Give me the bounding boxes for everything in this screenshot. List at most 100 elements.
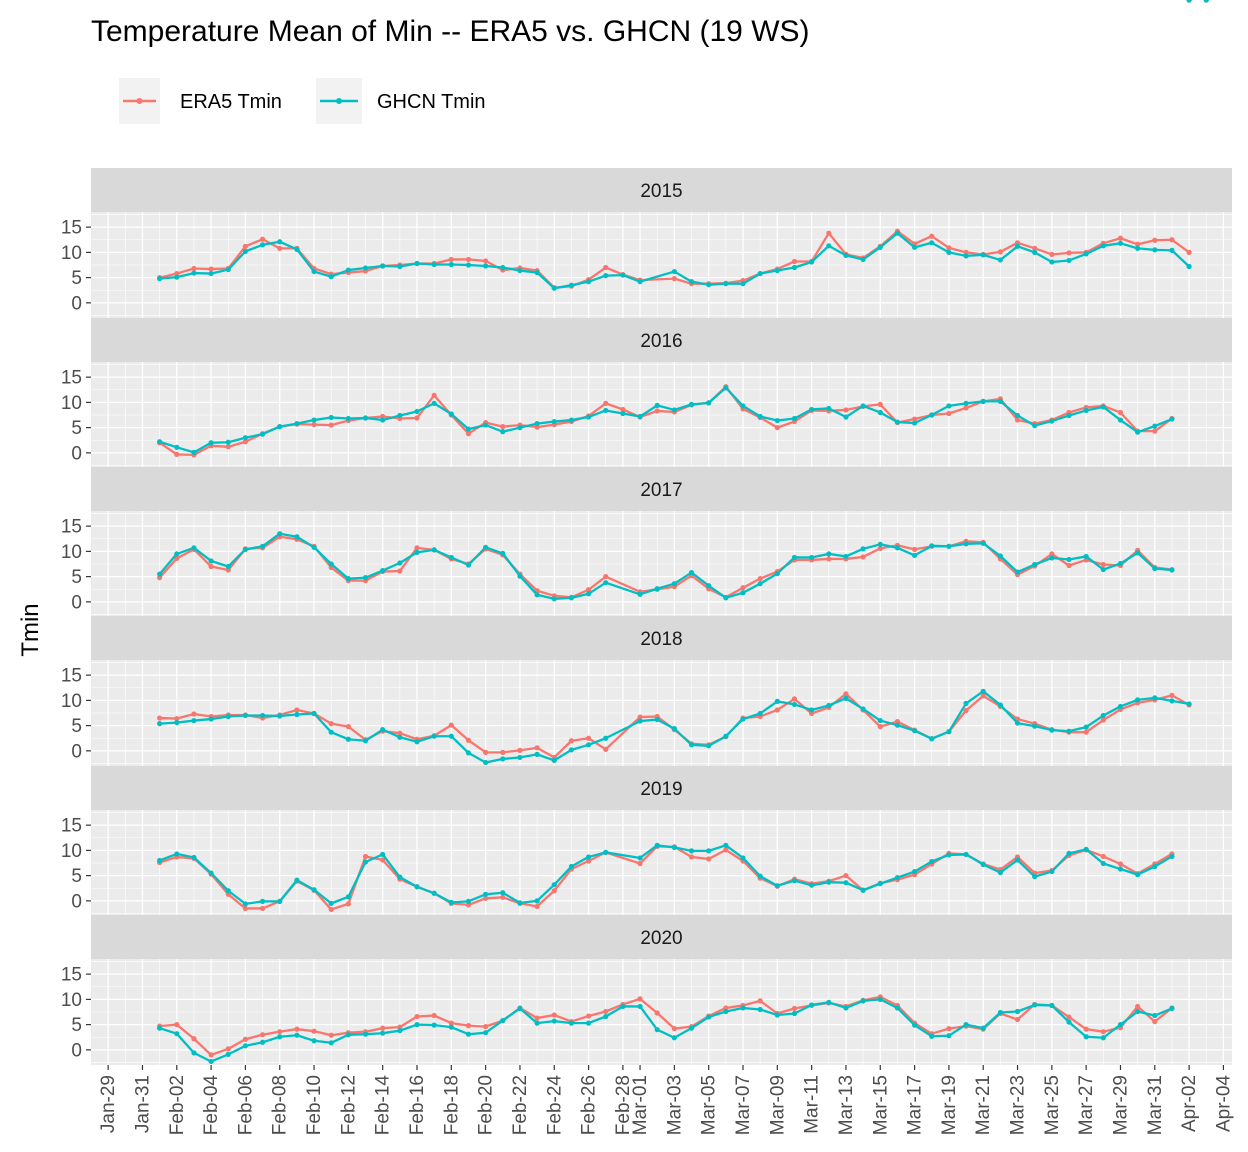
- data-point-ghcn: [483, 1030, 489, 1036]
- data-point-ghcn: [465, 426, 472, 432]
- data-point-ghcn: [980, 398, 986, 404]
- data-point-era5: [1152, 1018, 1158, 1025]
- data-point-ghcn: [397, 412, 403, 419]
- y-tick-label: 5: [71, 1015, 82, 1036]
- data-point-ghcn: [517, 267, 523, 274]
- data-point-era5: [1100, 853, 1106, 860]
- data-point-era5: [431, 392, 437, 398]
- data-point-era5: [328, 422, 334, 428]
- data-point-ghcn: [397, 263, 403, 270]
- data-point-era5: [345, 724, 351, 730]
- data-point-ghcn: [311, 710, 317, 717]
- y-tick-label: 15: [61, 816, 82, 837]
- data-point-ghcn: [328, 414, 334, 421]
- data-point-ghcn: [894, 419, 901, 425]
- data-point-era5: [637, 860, 643, 867]
- data-point-era5: [483, 258, 489, 264]
- data-point-ghcn: [911, 728, 918, 734]
- data-point-ghcn: [860, 256, 866, 263]
- y-tick-label: 15: [61, 517, 82, 538]
- data-point-ghcn: [757, 270, 763, 277]
- data-point-era5: [843, 691, 849, 697]
- data-point-era5: [1066, 1014, 1072, 1020]
- data-point-ghcn: [1032, 423, 1038, 429]
- data-point-ghcn: [740, 716, 746, 722]
- strip-2015: [91, 168, 1232, 212]
- data-point-era5: [1066, 250, 1072, 256]
- data-point-ghcn: [277, 713, 283, 719]
- data-point-ghcn: [911, 868, 918, 875]
- data-point-ghcn: [397, 874, 403, 880]
- data-point-ghcn: [208, 1058, 214, 1065]
- data-point-ghcn: [688, 742, 695, 748]
- y-tick-label: 5: [71, 268, 82, 289]
- data-point-ghcn: [1032, 874, 1038, 880]
- data-point-ghcn: [465, 750, 472, 756]
- data-point-ghcn: [774, 883, 780, 889]
- data-point-ghcn: [585, 414, 592, 420]
- data-point-era5: [791, 1005, 798, 1012]
- data-point-ghcn: [1186, 0, 1192, 3]
- data-point-ghcn: [500, 1017, 506, 1024]
- x-tick-label: Feb-22: [510, 1075, 531, 1135]
- data-point-ghcn: [860, 546, 866, 552]
- data-point-ghcn: [242, 1043, 249, 1049]
- data-point-era5: [448, 1020, 454, 1026]
- data-point-ghcn: [791, 701, 798, 708]
- data-point-ghcn: [448, 733, 454, 739]
- data-point-ghcn: [911, 420, 918, 426]
- data-point-era5: [1014, 417, 1021, 423]
- data-point-era5: [483, 1024, 489, 1030]
- data-point-era5: [465, 1023, 472, 1029]
- data-point-era5: [208, 563, 214, 570]
- data-point-era5: [551, 888, 557, 894]
- data-point-era5: [603, 400, 609, 406]
- data-point-ghcn: [431, 400, 437, 406]
- data-point-ghcn: [1135, 429, 1141, 435]
- data-point-era5: [465, 431, 472, 437]
- data-point-ghcn: [157, 571, 163, 577]
- data-point-ghcn: [894, 722, 901, 728]
- x-tick-label: Feb-04: [201, 1075, 222, 1136]
- data-point-era5: [585, 587, 592, 593]
- data-point-ghcn: [208, 870, 214, 876]
- data-point-era5: [1117, 861, 1124, 867]
- data-point-era5: [208, 266, 214, 272]
- x-tick-label: Feb-24: [544, 1075, 565, 1136]
- series-line-era5-2015: [159, 230, 1190, 289]
- data-point-ghcn: [1135, 550, 1141, 556]
- data-point-era5: [534, 1015, 540, 1021]
- y-tick-label: 0: [71, 1040, 82, 1061]
- data-point-ghcn: [946, 249, 952, 255]
- data-point-ghcn: [191, 717, 197, 724]
- data-point-era5: [791, 258, 798, 265]
- y-tick-label: 10: [61, 990, 82, 1011]
- data-point-ghcn: [1066, 257, 1072, 264]
- data-point-ghcn: [671, 581, 677, 587]
- data-point-ghcn: [980, 688, 986, 694]
- data-point-ghcn: [242, 712, 249, 719]
- data-point-ghcn: [723, 1008, 729, 1015]
- data-point-ghcn: [843, 695, 849, 701]
- data-point-ghcn: [637, 591, 643, 597]
- strip-2017: [91, 467, 1232, 511]
- data-point-era5: [791, 696, 798, 702]
- y-tick-label: 0: [71, 592, 82, 613]
- x-tick-label: Mar-11: [802, 1075, 823, 1134]
- data-point-ghcn: [603, 580, 609, 586]
- data-point-ghcn: [843, 252, 849, 259]
- data-point-era5: [860, 554, 866, 560]
- data-point-ghcn: [448, 899, 454, 905]
- data-point-era5: [1117, 409, 1124, 416]
- x-tick-label: Mar-03: [664, 1075, 685, 1135]
- data-point-ghcn: [568, 417, 575, 423]
- x-tick-label: Mar-15: [870, 1075, 891, 1135]
- data-point-era5: [208, 1052, 214, 1058]
- data-point-ghcn: [225, 888, 231, 894]
- data-point-era5: [1169, 692, 1175, 698]
- data-point-era5: [620, 406, 626, 413]
- data-point-ghcn: [1049, 1002, 1055, 1009]
- legend-label-ghcn: GHCN Tmin: [377, 91, 486, 113]
- y-tick-label: 0: [71, 741, 82, 762]
- data-point-era5: [294, 1026, 300, 1032]
